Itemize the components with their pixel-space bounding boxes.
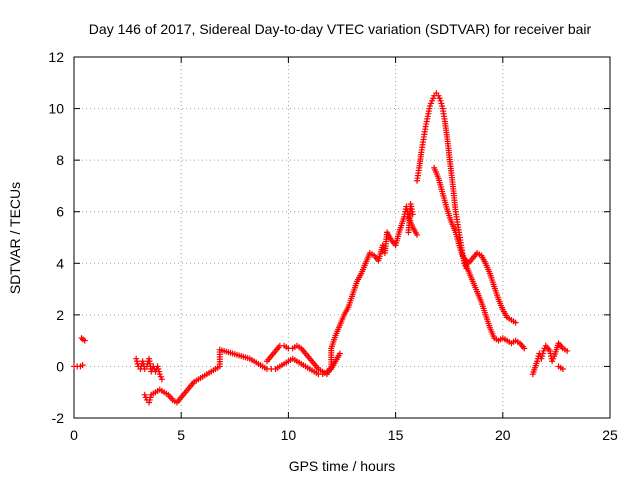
y-tick-label: 0 [56,358,64,374]
plot-frame [73,56,611,419]
x-tick-label: 20 [495,427,511,443]
y-tick-label: 10 [48,101,64,117]
x-tick-label: 15 [388,427,404,443]
data-point [512,319,519,326]
data-point [559,366,566,373]
y-axis-label: SDTVAR / TECUs [7,182,23,294]
x-axis-label: GPS time / hours [289,458,396,474]
y-tick-label: 12 [48,49,64,65]
data-series-bair [71,90,571,406]
chart-title: Day 146 of 2017, Sidereal Day-to-day VTE… [89,21,592,37]
data-point [564,347,571,354]
x-tick-label: 0 [70,427,78,443]
y-tick-label: 2 [56,307,64,323]
axis-ticks [73,56,611,419]
y-tick-label: -2 [52,410,65,426]
data-point [414,231,421,238]
data-point [81,337,88,344]
y-tick-label: 4 [56,255,64,271]
y-tick-label: 6 [56,204,64,220]
data-point [158,376,165,383]
x-tick-label: 10 [281,427,297,443]
data-point [409,211,416,218]
y-tick-label: 8 [56,152,64,168]
grid-lines [74,57,610,418]
tick-labels: 0 5 10 15 20 25 -2 0 2 4 6 8 10 12 [48,49,618,443]
x-tick-label: 5 [177,427,185,443]
data-point [79,362,86,369]
x-tick-label: 25 [602,427,618,443]
data-point [336,350,343,357]
data-point [521,345,528,352]
